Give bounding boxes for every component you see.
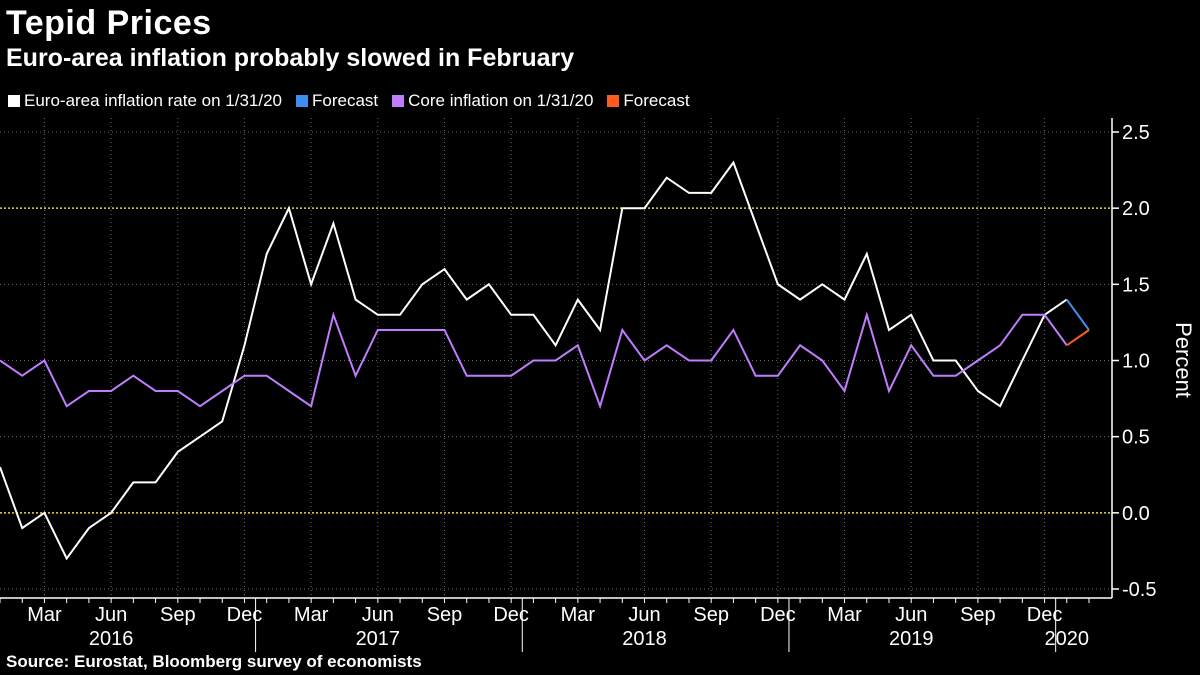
series-line-1 <box>1065 299 1090 331</box>
x-tick-label: Sep <box>693 604 729 626</box>
legend-label: Forecast <box>312 91 379 110</box>
x-tick-label: Jun <box>362 604 394 626</box>
x-tick-label: Sep <box>427 604 463 626</box>
x-year-label: 2016 <box>89 628 134 650</box>
x-year-label: 2019 <box>889 628 934 650</box>
y-tick-label: 2.5 <box>1122 122 1150 144</box>
y-tick-label: 2.0 <box>1122 198 1150 220</box>
chart-title: Tepid Prices <box>6 4 212 42</box>
x-year-label: 2020 <box>1045 628 1090 650</box>
x-year-label: 2017 <box>356 628 401 650</box>
source-note: Source: Eurostat, Bloomberg survey of ec… <box>6 652 422 671</box>
legend-swatch <box>296 95 309 107</box>
x-tick-label: Dec <box>1027 604 1063 626</box>
legend-label: Core inflation on 1/31/20 <box>408 91 594 110</box>
x-tick-label: Jun <box>95 604 127 626</box>
y-tick-label: 1.5 <box>1122 274 1150 296</box>
x-tick-label: Mar <box>561 604 596 626</box>
legend-swatch <box>8 95 20 107</box>
legend-swatch <box>607 95 620 107</box>
x-tick-label: Mar <box>827 604 862 626</box>
series-line-3 <box>1066 329 1090 347</box>
y-tick-label: 0.0 <box>1122 503 1150 525</box>
y-tick-label: 0.5 <box>1122 427 1150 449</box>
x-tick-label: Mar <box>294 604 329 626</box>
x-tick-label: Mar <box>27 604 62 626</box>
x-tick-label: Sep <box>160 604 196 626</box>
legend-label: Euro-area inflation rate on 1/31/20 <box>24 91 283 110</box>
legend: Euro-area inflation rate on 1/31/20 Fore… <box>8 90 704 112</box>
y-tick-label: -0.5 <box>1122 579 1156 601</box>
chart-subtitle: Euro-area inflation probably slowed in F… <box>6 44 575 72</box>
legend-item-inflation-rate: Euro-area inflation rate on 1/31/20 <box>8 91 282 111</box>
series-line-2 <box>0 311 1068 410</box>
legend-item-core-inflation: Core inflation on 1/31/20 <box>392 91 593 111</box>
x-tick-label: Jun <box>628 604 660 626</box>
x-tick-label: Sep <box>960 604 996 626</box>
x-tick-label: Dec <box>760 604 796 626</box>
legend-item-core-forecast: Forecast <box>607 91 690 111</box>
x-tick-label: Dec <box>493 604 529 626</box>
y-axis-label: Percent <box>1171 322 1196 398</box>
legend-swatch <box>392 95 405 107</box>
x-year-label: 2018 <box>622 628 667 650</box>
x-tick-label: Jun <box>895 604 927 626</box>
legend-label: Forecast <box>623 91 690 110</box>
x-tick-label: Dec <box>227 604 263 626</box>
y-tick-label: 1.0 <box>1122 351 1150 373</box>
legend-item-inflation-forecast: Forecast <box>296 91 378 111</box>
series-line-0 <box>0 160 1068 561</box>
